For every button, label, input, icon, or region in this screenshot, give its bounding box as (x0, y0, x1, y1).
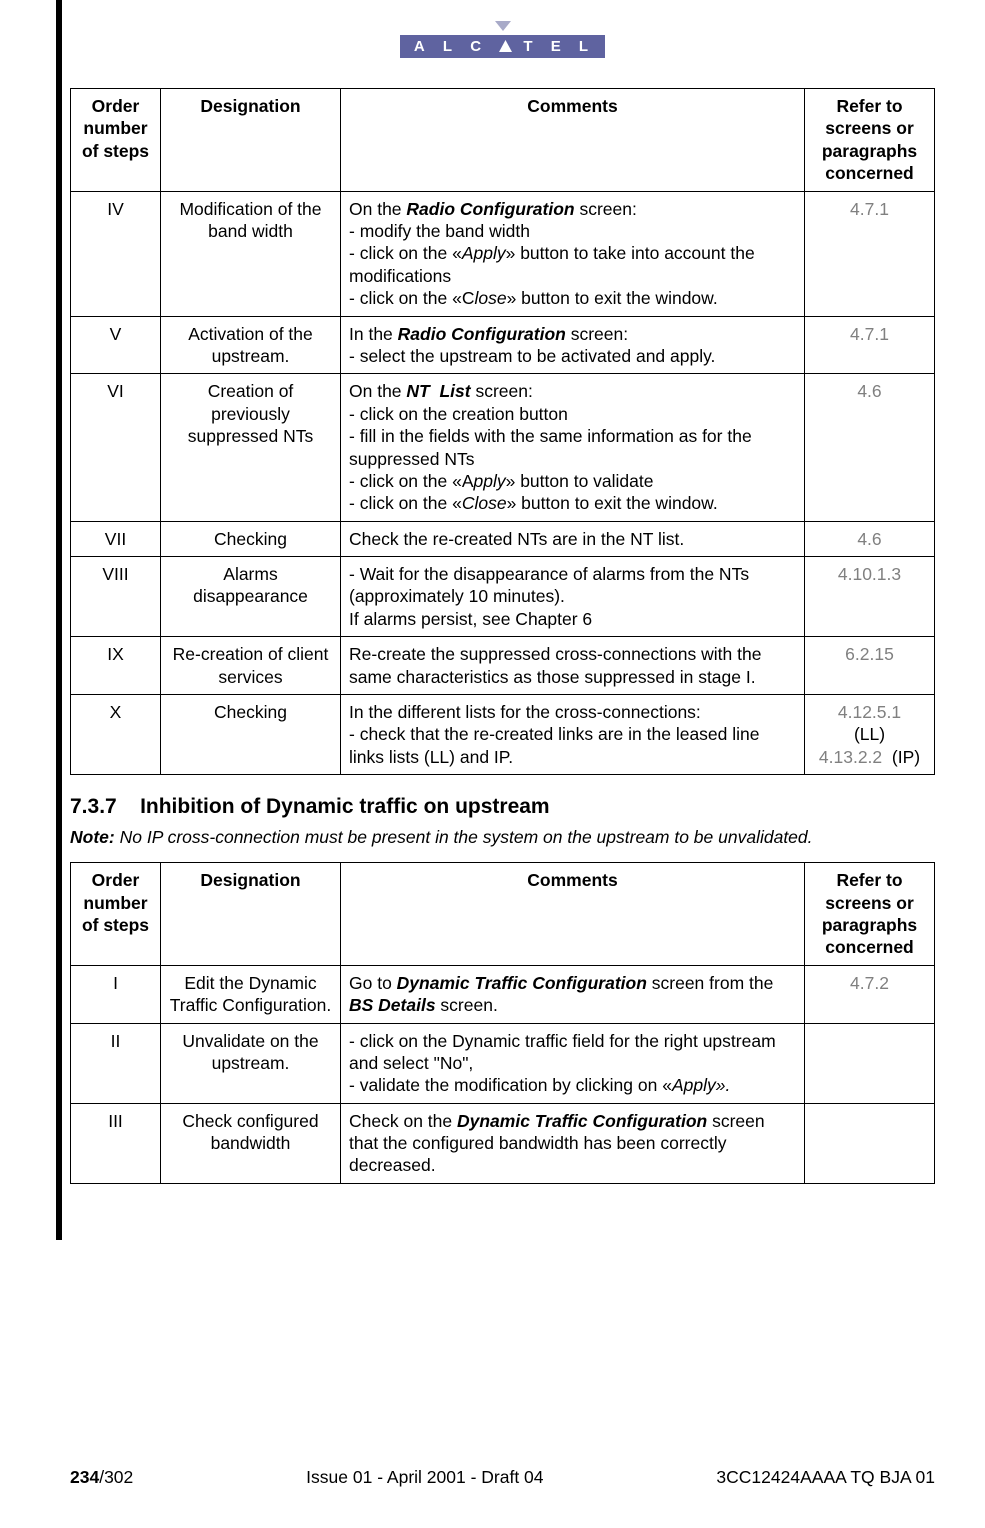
cell-comments: On the NT List screen:- click on the cre… (341, 374, 805, 521)
cell-ref: 4.7.1 (805, 316, 935, 374)
brand-logo: A L C T E L (400, 35, 605, 58)
th-designation: Designation (161, 89, 341, 192)
th-comments: Comments (341, 863, 805, 966)
cell-comments: In the different lists for the cross-con… (341, 695, 805, 775)
cell-step: IX (71, 637, 161, 695)
brand-header: A L C T E L (70, 20, 935, 58)
cell-comments: In the Radio Configuration screen:- sele… (341, 316, 805, 374)
cell-comments: Go to Dynamic Traffic Configuration scre… (341, 965, 805, 1023)
cell-ref: 4.6 (805, 374, 935, 521)
footer-center: Issue 01 - April 2001 - Draft 04 (306, 1467, 543, 1488)
table-row: XCheckingIn the different lists for the … (71, 695, 935, 775)
th-ref: Refer to screens or paragraphs concerned (805, 89, 935, 192)
cell-designation: Unvalidate on the upstream. (161, 1023, 341, 1103)
th-step: Order number of steps (71, 89, 161, 192)
th-ref: Refer to screens or paragraphs concerned (805, 863, 935, 966)
footer-right: 3CC12424AAAA TQ BJA 01 (716, 1467, 935, 1488)
cell-step: IV (71, 191, 161, 316)
th-comments: Comments (341, 89, 805, 192)
cell-ref (805, 1023, 935, 1103)
cell-designation: Edit the Dynamic Traffic Configuration. (161, 965, 341, 1023)
cell-ref (805, 1103, 935, 1183)
side-accent-bar (56, 0, 62, 1240)
section-heading: 7.3.7 Inhibition of Dynamic traffic on u… (70, 795, 935, 819)
table-row: IXRe-creation of client servicesRe-creat… (71, 637, 935, 695)
brand-arrow-icon (494, 20, 512, 32)
section-title: Inhibition of Dynamic traffic on upstrea… (140, 795, 550, 818)
cell-designation: Checking (161, 695, 341, 775)
page-number: 234/302 (70, 1467, 133, 1488)
cell-comments: On the Radio Configuration screen:- modi… (341, 191, 805, 316)
table-row: VICreation of previously suppressed NTsO… (71, 374, 935, 521)
th-designation: Designation (161, 863, 341, 966)
cell-step: VIII (71, 557, 161, 637)
cell-ref: 4.7.2 (805, 965, 935, 1023)
table-header-row: Order number of steps Designation Commen… (71, 863, 935, 966)
cell-ref: 4.7.1 (805, 191, 935, 316)
cell-ref: 4.10.1.3 (805, 557, 935, 637)
cell-designation: Alarms disappearance (161, 557, 341, 637)
note-label: Note: (70, 827, 115, 847)
table-row: VIICheckingCheck the re-created NTs are … (71, 521, 935, 556)
cell-step: I (71, 965, 161, 1023)
cell-step: II (71, 1023, 161, 1103)
page: A L C T E L Order number of steps Design… (0, 0, 985, 1528)
procedure-table-1: Order number of steps Designation Commen… (70, 88, 935, 775)
table-row: VActivation of the upstream.In the Radio… (71, 316, 935, 374)
table-row: VIIIAlarms disappearance- Wait for the d… (71, 557, 935, 637)
cell-ref: 4.6 (805, 521, 935, 556)
table-row: IIUnvalidate on the upstream.- click on … (71, 1023, 935, 1103)
cell-designation: Check configured bandwidth (161, 1103, 341, 1183)
cell-step: VI (71, 374, 161, 521)
cell-step: VII (71, 521, 161, 556)
table-row: IIICheck configured bandwidthCheck on th… (71, 1103, 935, 1183)
section-number: 7.3.7 (70, 795, 117, 818)
cell-designation: Creation of previously suppressed NTs (161, 374, 341, 521)
cell-ref: 6.2.15 (805, 637, 935, 695)
cell-designation: Re-creation of client services (161, 637, 341, 695)
cell-designation: Checking (161, 521, 341, 556)
table-row: IEdit the Dynamic Traffic Configuration.… (71, 965, 935, 1023)
note-text: No IP cross-connection must be present i… (120, 827, 813, 847)
cell-comments: Check the re-created NTs are in the NT l… (341, 521, 805, 556)
cell-designation: Modification of the band width (161, 191, 341, 316)
page-current: 234 (70, 1467, 99, 1487)
cell-comments: Check on the Dynamic Traffic Configurati… (341, 1103, 805, 1183)
cell-step: III (71, 1103, 161, 1183)
cell-comments: - Wait for the disappearance of alarms f… (341, 557, 805, 637)
th-step: Order number of steps (71, 863, 161, 966)
cell-step: X (71, 695, 161, 775)
cell-ref: 4.12.5.1(LL)4.13.2.2 (IP) (805, 695, 935, 775)
cell-comments: - click on the Dynamic traffic field for… (341, 1023, 805, 1103)
cell-comments: Re-create the suppressed cross-connectio… (341, 637, 805, 695)
note-line: Note: No IP cross-connection must be pre… (70, 827, 935, 848)
table-header-row: Order number of steps Designation Commen… (71, 89, 935, 192)
procedure-table-2: Order number of steps Designation Commen… (70, 862, 935, 1184)
page-footer: 234/302 Issue 01 - April 2001 - Draft 04… (70, 1467, 935, 1488)
cell-designation: Activation of the upstream. (161, 316, 341, 374)
page-total: /302 (99, 1467, 133, 1487)
cell-step: V (71, 316, 161, 374)
table-row: IVModification of the band widthOn the R… (71, 191, 935, 316)
